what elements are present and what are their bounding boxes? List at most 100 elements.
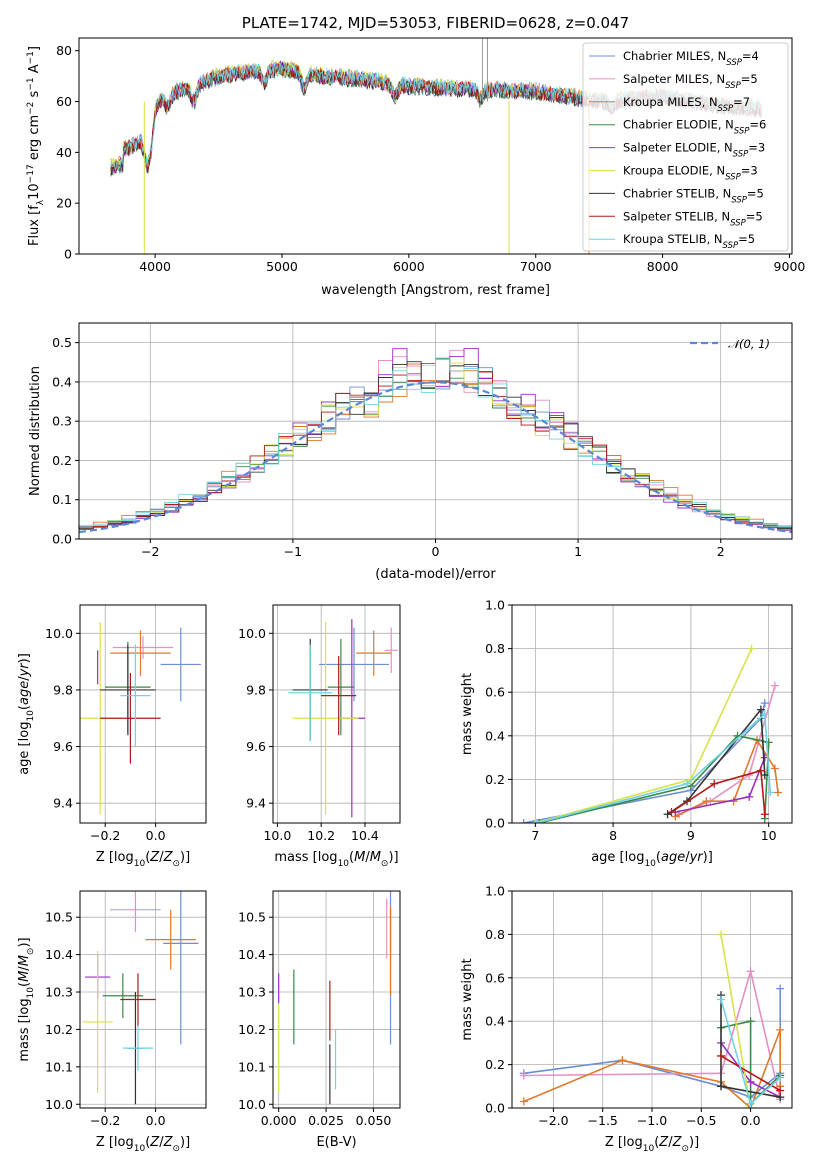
y-tick-label: 9.4 [53,796,73,811]
y-tick-label: 10.0 [238,626,266,641]
x-tick-label: 10.4 [351,828,379,843]
y-tick-label: 0.6 [485,970,505,985]
spectrum-axes: 4000 5000 6000 7000 8000 9000 0 20 40 60 80 [56,43,805,274]
age-weight-xlabel: age [log10(age/yr)] [591,850,713,869]
y-tick-label: 0.2 [485,1057,505,1072]
weight-line [523,702,766,823]
weight-line [523,1029,781,1108]
weight-series [717,995,785,1108]
y-tick-label: 10.3 [45,985,73,1000]
weight-marker [702,797,711,806]
y-tick-label: 0.8 [485,927,505,942]
weight-marker [746,1017,755,1026]
y-tick-label: 0.5 [52,335,72,350]
weight-marker [746,1077,755,1086]
weight-marker [683,779,691,788]
y-tick-label: 10.2 [238,1022,266,1037]
legend-entry: Chabrier STELIB, NSSP=5 [623,186,764,205]
z-mass-xlabel: Z [log10(Z/Z⊙)] [96,1135,190,1154]
y-tick-label: 10.0 [45,1097,73,1112]
z-weight-ylabel: mass weight [460,958,475,1040]
errorbar-point [288,644,333,741]
weight-marker [717,930,726,939]
z-age-points [80,621,201,815]
y-tick-label: 10.3 [238,985,266,1000]
residuals-ylabel: Normed distribution [28,366,43,496]
x-tick-label: 1 [574,544,582,559]
y-tick-label: 10.4 [45,947,73,962]
weight-marker [746,967,755,976]
weight-marker [760,710,769,718]
errorbar-point [110,630,171,676]
ebv-mass-grid [273,891,400,1108]
weight-series [532,710,775,823]
y-tick-label: 9.8 [246,682,266,697]
y-tick-label: 20 [56,196,72,211]
legend-entry: Kroupa STELIB, NSSP=5 [623,232,755,251]
weight-marker [535,819,544,823]
z-age-frame [79,604,207,824]
x-tick-label: 10.2 [307,828,335,843]
x-tick-label: 2 [717,544,725,559]
weight-marker [710,779,719,788]
y-tick-label: 10.2 [45,1022,73,1037]
errorbar-point [384,627,398,673]
weight-line [670,769,766,815]
legend-entry: Salpeter MILES, NSSP=5 [623,72,758,91]
errorbar-point [100,644,156,736]
errorbar-point [100,672,161,764]
age-weight-ylabel: mass weight [460,673,475,755]
y-tick-label: 80 [56,43,72,58]
legend-entry: Kroupa MILES, NSSP=7 [623,95,750,114]
weight-marker [717,1051,726,1060]
residuals-xlabel: (data-model)/error [375,567,496,582]
weight-series [717,991,785,1102]
mass-age-frame [272,604,401,824]
spectrum-frame [78,37,793,255]
weight-marker [717,1082,726,1091]
weight-marker [532,819,541,823]
mass-age-xlabel: mass [log10(M/M⊙)] [274,850,398,869]
y-tick-label: 0.4 [485,1014,505,1029]
z-mass-ylabel: mass [log10(M/M⊙)] [17,937,36,1061]
weight-line [678,685,776,816]
legend-entry: Salpeter ELODIE, NSSP=3 [623,141,765,160]
y-tick-label: 0.4 [52,374,72,389]
legend-entry: Chabrier MILES, NSSP=4 [623,49,759,68]
mass-age-points [288,619,398,818]
x-tick-label: 8000 [647,259,679,274]
spectrum-legend: Chabrier MILES, NSSP=4 Salpeter MILES, NS… [582,42,789,252]
x-tick-label: 0.0 [146,1113,166,1128]
spectrum-ylabel: Flux [fλ10−17 erg cm−2 s−1 A−1] [26,46,46,246]
residuals-axes: −2 −1 0 1 2 0.0 0.1 0.2 0.3 0.4 0.5 [52,323,792,559]
x-tick-label: −0.2 [90,828,120,843]
weight-series [717,1051,785,1095]
errorbar-point [356,630,392,676]
weight-marker [770,681,779,690]
mass-age-axes: 10.0 10.2 10.4 9.4 9.6 9.8 10.0 [238,605,400,843]
errorbar-point [145,909,196,970]
x-tick-label: −1.0 [637,1113,667,1128]
x-tick-label: −0.5 [686,1113,716,1128]
weight-marker [745,792,754,801]
y-tick-label: 0 [64,247,72,262]
x-tick-label: 0.025 [308,1113,344,1128]
weight-marker [766,788,775,797]
errorbar-point [292,621,359,815]
weight-series [667,766,769,819]
x-tick-label: 6000 [393,259,425,274]
y-tick-label: 10.0 [45,626,73,641]
z-mass-points [82,891,199,1105]
x-tick-label: 0.050 [356,1113,392,1128]
weight-marker [519,1071,528,1080]
x-tick-label: 9000 [774,259,806,274]
weight-marker [760,699,769,708]
weight-line [720,1055,781,1092]
errorbar-point [321,655,357,736]
weight-marker [746,1099,755,1108]
y-tick-label: 0.2 [485,772,505,787]
x-tick-label: 0.000 [261,1113,297,1128]
legend-entry: Chabrier ELODIE, NSSP=6 [623,118,766,137]
weight-marker [747,644,756,653]
y-tick-label: 0.1 [52,492,72,507]
